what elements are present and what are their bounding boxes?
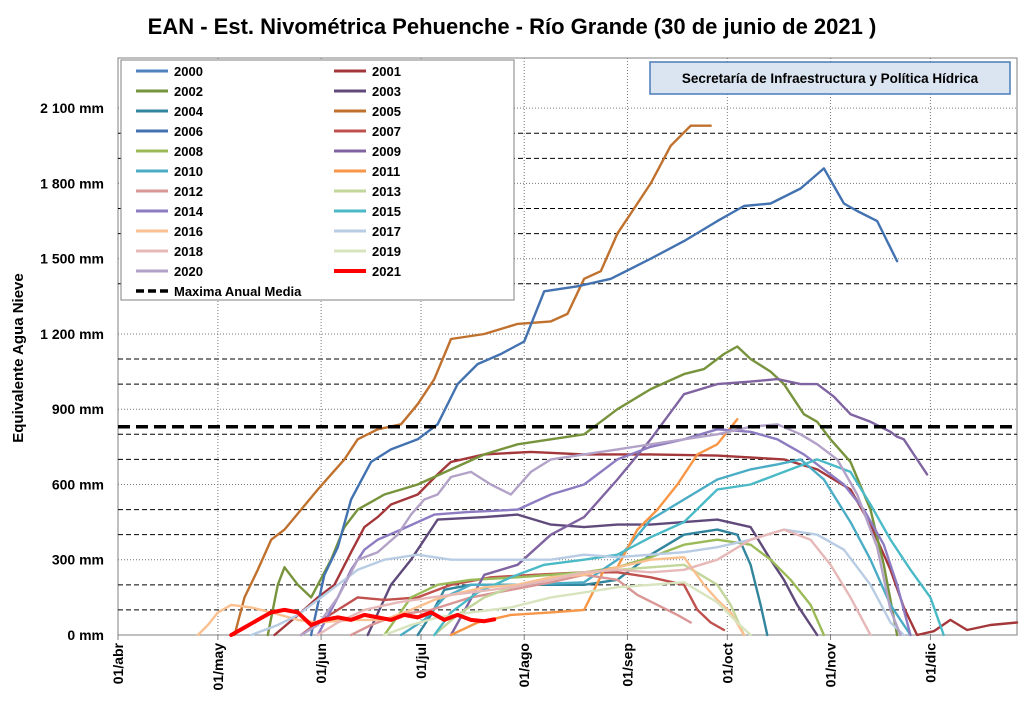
x-tick-label: 01/ago	[516, 643, 532, 687]
legend-label-reference: Maxima Anual Media	[174, 284, 302, 299]
series-line-2004	[416, 528, 769, 637]
legend-label-2020: 2020	[174, 264, 203, 279]
legend-label-2009: 2009	[372, 144, 401, 159]
y-tick-label: 2 100 mm	[40, 100, 104, 116]
x-tick-label: 01/jul	[413, 643, 429, 679]
legend-label-2015: 2015	[372, 204, 401, 219]
x-tick-label: 01/abr	[110, 642, 126, 684]
legend-label-2000: 2000	[174, 64, 203, 79]
legend-label-2008: 2008	[174, 144, 203, 159]
series-line-2017	[250, 528, 905, 637]
legend-label-2011: 2011	[372, 164, 400, 179]
series-line-2020	[299, 423, 902, 637]
x-tick-label: 01/oct	[719, 643, 735, 684]
legend-label-2001: 2001	[372, 64, 401, 79]
series-layer	[196, 124, 1019, 637]
series-line-2008	[383, 538, 826, 637]
legend-label-2010: 2010	[174, 164, 203, 179]
series-line-2014	[316, 428, 912, 637]
legend-label-2021: 2021	[372, 264, 401, 279]
source-box-bg	[649, 61, 1011, 95]
chart-title: EAN - Est. Nivométrica Pehuenche - Río G…	[147, 14, 877, 39]
y-axis-label: Equivalente Agua Nieve	[10, 273, 27, 443]
series-line-2021	[229, 607, 497, 637]
x-tick-label: 01/dic	[922, 643, 938, 683]
legend-label-2016: 2016	[174, 224, 203, 239]
x-tick-label: 01/nov	[823, 643, 839, 688]
legend-label-2004: 2004	[174, 104, 204, 119]
series-line-2005	[233, 124, 712, 637]
x-tick-label: 01/sep	[619, 643, 635, 687]
y-tick-label: 1 800 mm	[40, 175, 104, 191]
y-tick-label: 300 mm	[52, 552, 104, 568]
legend-label-2007: 2007	[372, 124, 401, 139]
legend-label-2005: 2005	[372, 104, 401, 119]
series-line-2016	[196, 556, 746, 637]
y-tick-label: 1 200 mm	[40, 326, 104, 342]
x-tick-label: 01/may	[210, 643, 226, 691]
x-tick-label: 01/jun	[313, 643, 329, 683]
series-line-2009	[449, 377, 929, 637]
legend-label-2019: 2019	[372, 244, 401, 259]
legend: 2000 2001 2002 2003 2004 2005 2006 2007 2008 2009…	[120, 59, 515, 301]
y-tick-label: 1 500 mm	[40, 251, 104, 267]
legend-box	[120, 59, 515, 301]
y-tick-label: 900 mm	[52, 401, 104, 417]
series-line-2006	[309, 167, 899, 637]
series-line-2015	[433, 458, 945, 637]
legend-label-2014: 2014	[174, 204, 204, 219]
y-tick-label: 600 mm	[52, 476, 104, 492]
y-tick-label: 0 mm	[67, 627, 104, 643]
legend-label-2018: 2018	[174, 244, 203, 259]
series-line-2018	[316, 528, 872, 637]
legend-label-2013: 2013	[372, 184, 401, 199]
legend-label-2017: 2017	[372, 224, 401, 239]
legend-label-2012: 2012	[174, 184, 203, 199]
source-box: Secretaría de Infraestructura y Política…	[649, 61, 1011, 95]
legend-label-2006: 2006	[174, 124, 203, 139]
legend-label-2003: 2003	[372, 84, 401, 99]
axes-layer: 0 mm 300 mm 600 mm 900 mm 1 200 mm 1 500 mm 1 …	[40, 100, 1017, 690]
series-line-2001	[273, 450, 1019, 637]
source-box-text: Secretaría de Infraestructura y Política…	[682, 71, 979, 86]
legend-label-2002: 2002	[174, 84, 203, 99]
series-line-2010	[399, 458, 912, 637]
